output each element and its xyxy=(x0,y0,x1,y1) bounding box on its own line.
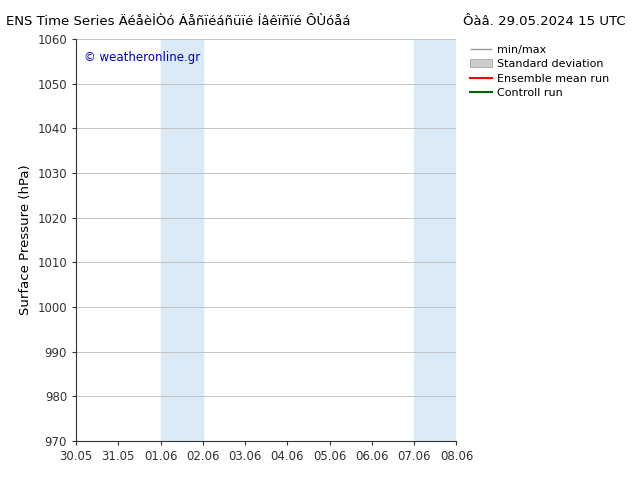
Text: ENS Time Series ÄéåèÌÒó Áåñïéáñüïé Íâêïñïé ÔÙóåá: ENS Time Series ÄéåèÌÒó Áåñïéáñüïé Íâêïñ… xyxy=(6,15,351,28)
Y-axis label: Surface Pressure (hPa): Surface Pressure (hPa) xyxy=(19,165,32,316)
Bar xyxy=(160,39,203,441)
Text: Ôàâ. 29.05.2024 15 UTC: Ôàâ. 29.05.2024 15 UTC xyxy=(463,15,626,28)
Text: © weatheronline.gr: © weatheronline.gr xyxy=(84,51,200,64)
Bar xyxy=(414,39,456,441)
Legend: min/max, Standard deviation, Ensemble mean run, Controll run: min/max, Standard deviation, Ensemble me… xyxy=(470,45,610,98)
